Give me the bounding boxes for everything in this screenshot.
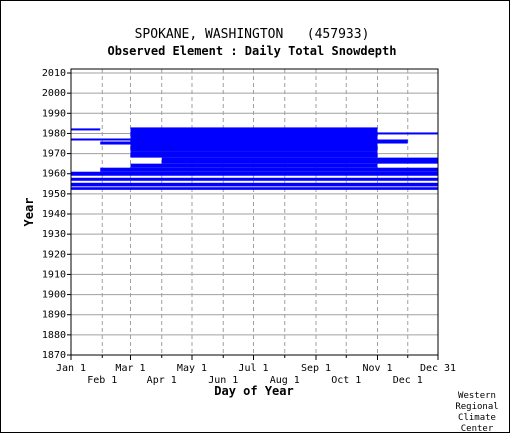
x-tick-label: Nov 1: [362, 363, 392, 374]
x-tick-label: Mar 1: [115, 363, 145, 374]
y-tick-label: 2010: [42, 68, 66, 79]
observed-period-block: [130, 127, 378, 152]
observed-period-block: [71, 128, 101, 131]
x-tick-label: Jun 1: [208, 375, 238, 386]
credit-line: Climate: [458, 413, 496, 423]
y-tick-label: 1890: [42, 310, 66, 321]
x-axis-title: Day of Year: [214, 384, 293, 398]
y-tick-label: 1930: [42, 229, 66, 240]
observed-period-block: [100, 141, 131, 145]
x-tick-label: Sep 1: [301, 363, 331, 374]
y-tick-label: 1970: [42, 149, 66, 160]
y-tick-label: 1870: [42, 350, 66, 361]
x-tick-label: Dec 1: [393, 375, 423, 386]
data-layer: [71, 127, 438, 190]
x-tick-label: Oct 1: [331, 375, 361, 386]
observed-period-block: [71, 187, 438, 190]
x-tick-labels: Jan 1 Mar 1 May 1 Jul 1 Sep 1 Nov 1 Dec 31 Feb …: [56, 355, 456, 386]
x-tick-label: May 1: [177, 363, 207, 374]
y-axis-title: Year: [22, 198, 36, 227]
x-tick-label: Dec 31: [420, 363, 456, 374]
y-tick-labels: 1870 1880 1890 1900 1910 1920 1930 1940 1950 1960…: [42, 68, 66, 361]
credit-line: Regional: [455, 402, 498, 412]
x-tick-label: Aug 1: [270, 375, 300, 386]
y-tick-label: 1880: [42, 330, 66, 341]
observed-period-block: [130, 151, 378, 158]
observed-period-block: [161, 157, 438, 164]
grid-layer: [67, 69, 438, 356]
chart-title: SPOKANE, WASHINGTON (457933): [135, 27, 370, 42]
chart-subtitle: Observed Element : Daily Total Snowdepth: [108, 44, 397, 58]
credit-line: Western: [458, 391, 496, 401]
x-tick-label: Apr 1: [147, 375, 177, 386]
y-tick-label: 1940: [42, 209, 66, 220]
observed-period-block: [71, 182, 438, 187]
x-tick-label: Jan 1: [56, 363, 86, 374]
y-tick-label: 1990: [42, 108, 66, 119]
y-tick-label: 1900: [42, 290, 66, 301]
observed-period-block: [100, 167, 438, 172]
observed-period-block: [71, 138, 131, 141]
x-tick-label: Jul 1: [238, 363, 268, 374]
y-tick-label: 1920: [42, 249, 66, 260]
observed-period-block: [130, 163, 378, 168]
y-tick-label: 2000: [42, 88, 66, 99]
y-tick-label: 1980: [42, 128, 66, 139]
observed-period-block: [71, 171, 438, 176]
plot-border: [70, 68, 439, 356]
observed-period-block: [377, 139, 408, 144]
credit-line: Center: [461, 424, 494, 433]
x-tick-label: Feb 1: [87, 375, 117, 386]
y-tick-label: 1910: [42, 269, 66, 280]
observed-period-block: [71, 177, 438, 181]
observed-period-block: [377, 132, 438, 135]
y-tick-label: 1950: [42, 189, 66, 200]
y-tick-label: 1960: [42, 169, 66, 180]
